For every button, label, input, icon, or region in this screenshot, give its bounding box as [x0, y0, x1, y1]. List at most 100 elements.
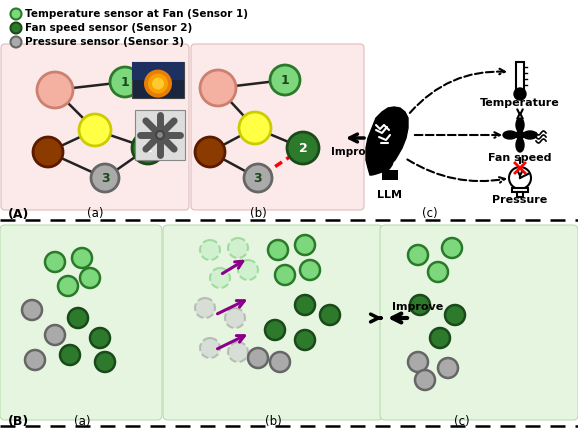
Circle shape: [408, 352, 428, 372]
Circle shape: [295, 295, 315, 315]
Circle shape: [428, 262, 448, 282]
Circle shape: [442, 238, 462, 258]
Bar: [132, 62, 184, 80]
Circle shape: [45, 325, 65, 345]
Circle shape: [239, 112, 271, 144]
Text: (a): (a): [74, 414, 90, 428]
Circle shape: [91, 164, 119, 192]
Circle shape: [79, 114, 111, 146]
Text: (a): (a): [87, 206, 103, 220]
Circle shape: [408, 245, 428, 265]
Circle shape: [10, 23, 21, 33]
Text: Temperature sensor at Fan (Sensor 1): Temperature sensor at Fan (Sensor 1): [25, 9, 248, 19]
Circle shape: [295, 330, 315, 350]
Text: Improve: Improve: [392, 302, 444, 312]
Text: LLM: LLM: [377, 190, 402, 200]
Bar: [135, 110, 185, 160]
Circle shape: [37, 72, 73, 108]
Circle shape: [228, 238, 248, 258]
Circle shape: [516, 131, 524, 139]
Circle shape: [244, 164, 272, 192]
Circle shape: [148, 74, 168, 94]
Bar: [382, 170, 398, 180]
Circle shape: [430, 328, 450, 348]
Ellipse shape: [516, 138, 524, 152]
Circle shape: [195, 137, 225, 167]
Text: (B): (B): [8, 416, 29, 428]
Circle shape: [248, 348, 268, 368]
Text: Fan speed sensor (Sensor 2): Fan speed sensor (Sensor 2): [25, 23, 192, 33]
Circle shape: [132, 132, 164, 164]
Text: (b): (b): [250, 206, 266, 220]
Bar: [517, 192, 523, 197]
FancyBboxPatch shape: [380, 225, 578, 420]
Circle shape: [270, 352, 290, 372]
Text: 2: 2: [143, 142, 153, 155]
Ellipse shape: [503, 131, 517, 139]
Circle shape: [152, 77, 164, 89]
Text: Fan speed: Fan speed: [488, 153, 552, 163]
Text: (c): (c): [454, 414, 470, 428]
Bar: [512, 188, 528, 192]
Circle shape: [90, 328, 110, 348]
Circle shape: [33, 137, 63, 167]
Circle shape: [144, 70, 172, 98]
Circle shape: [410, 295, 430, 315]
Circle shape: [68, 308, 88, 328]
Circle shape: [225, 308, 245, 328]
FancyBboxPatch shape: [191, 44, 364, 210]
Text: 3: 3: [254, 172, 262, 184]
Circle shape: [80, 268, 100, 288]
Circle shape: [295, 235, 315, 255]
Text: 1: 1: [281, 74, 290, 86]
Circle shape: [200, 240, 220, 260]
Circle shape: [25, 350, 45, 370]
Circle shape: [22, 300, 42, 320]
Circle shape: [156, 131, 164, 139]
Circle shape: [270, 65, 300, 95]
Circle shape: [415, 370, 435, 390]
Circle shape: [268, 240, 288, 260]
Text: Improve: Improve: [331, 147, 379, 157]
Circle shape: [445, 305, 465, 325]
Text: Pressure: Pressure: [492, 195, 547, 205]
Bar: [516, 62, 524, 90]
Circle shape: [10, 36, 21, 48]
Text: (A): (A): [8, 208, 29, 220]
Text: (b): (b): [265, 414, 281, 428]
Circle shape: [287, 132, 319, 164]
Circle shape: [438, 358, 458, 378]
Bar: [132, 62, 184, 98]
Ellipse shape: [516, 118, 524, 132]
Text: 2: 2: [299, 142, 307, 155]
Text: (c): (c): [422, 206, 438, 220]
Circle shape: [275, 265, 295, 285]
Ellipse shape: [523, 131, 537, 139]
Circle shape: [200, 338, 220, 358]
Circle shape: [265, 320, 285, 340]
Circle shape: [300, 260, 320, 280]
Text: 1: 1: [121, 75, 129, 89]
Circle shape: [95, 352, 115, 372]
Circle shape: [210, 268, 230, 288]
Circle shape: [320, 305, 340, 325]
Circle shape: [45, 252, 65, 272]
Circle shape: [195, 298, 215, 318]
Circle shape: [509, 167, 531, 189]
Circle shape: [228, 342, 248, 362]
FancyBboxPatch shape: [1, 44, 189, 210]
Circle shape: [10, 9, 21, 20]
Polygon shape: [366, 107, 408, 175]
FancyBboxPatch shape: [0, 225, 162, 420]
Text: 3: 3: [101, 172, 109, 184]
Circle shape: [238, 260, 258, 280]
Circle shape: [514, 88, 526, 100]
Circle shape: [200, 70, 236, 106]
Circle shape: [60, 345, 80, 365]
Circle shape: [58, 276, 78, 296]
Text: Pressure sensor (Sensor 3): Pressure sensor (Sensor 3): [25, 37, 184, 47]
FancyBboxPatch shape: [163, 225, 383, 420]
Circle shape: [72, 248, 92, 268]
Text: Temperature: Temperature: [480, 98, 560, 108]
Circle shape: [110, 67, 140, 97]
